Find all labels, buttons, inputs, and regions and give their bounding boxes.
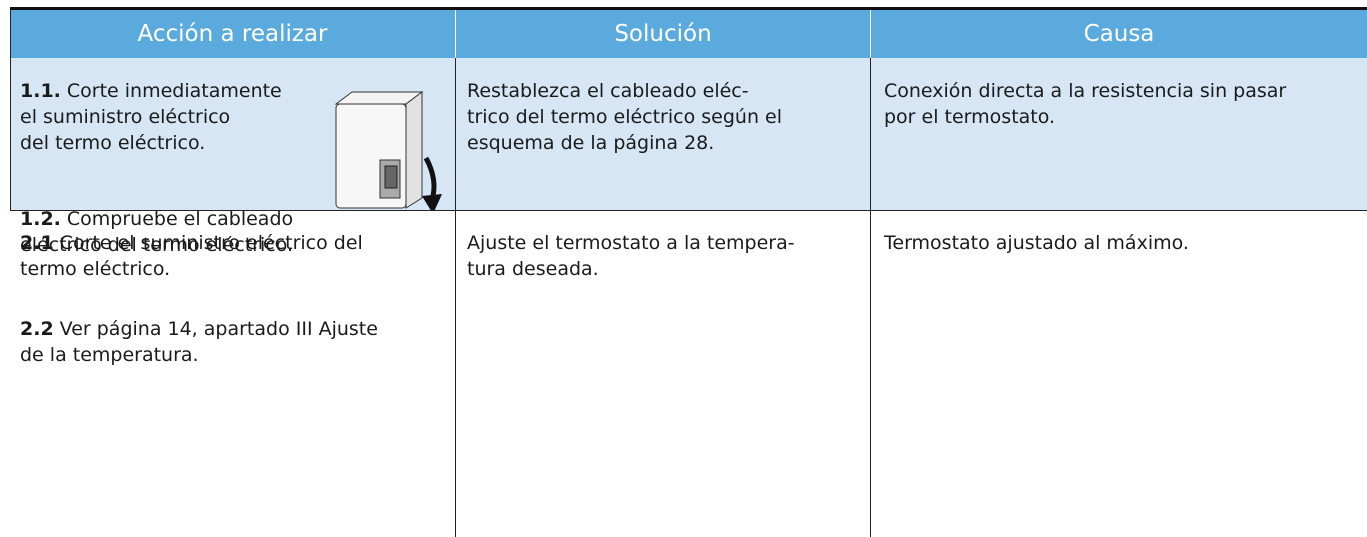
step-number: 1.1. (20, 80, 61, 102)
text-line: trico del termo eléctrico según el (467, 106, 783, 128)
step-text: Compruebe el cableado (66, 208, 294, 230)
heater-illustration (334, 91, 442, 210)
text-line: 2.2 Ver página 14, apartado III Ajuste (20, 316, 378, 342)
top-rule (10, 7, 1367, 10)
text-line: por el termostato. (884, 106, 1056, 128)
text-line: esquema de la página 28. (467, 132, 715, 154)
text-line: 2.1 Corte el suministro eléctrico del (20, 230, 378, 256)
solution-cell: Restablezca el cableado eléc-trico del t… (467, 78, 782, 156)
text-line: 1.2. Compruebe el cableado (20, 206, 340, 232)
text-line: Restablezca el cableado eléc- (467, 80, 749, 102)
action-cell: 1.1. Corte inmediatamente el suministro el… (20, 78, 340, 258)
action-item: 1.2. Compruebe el cableado eléctrico del t… (20, 206, 340, 258)
action-item: 2.2 Ver página 14, apartado III Ajuste de … (20, 316, 378, 368)
step-number: 2.1 (20, 232, 54, 254)
solution-cell: Ajuste el termostato a la tempera-tura d… (467, 230, 795, 282)
header-cell: Causa (871, 10, 1367, 58)
text-line: 1.1. Corte inmediatamente (20, 78, 340, 104)
text-line: Ajuste el termostato a la tempera- (467, 232, 795, 254)
text-line: termo eléctrico. (20, 256, 378, 282)
step-text: Ver página 14, apartado III Ajuste (59, 318, 378, 340)
text-line: Termostato ajustado al máximo. (884, 232, 1189, 254)
text-line: de la temperatura. (20, 342, 378, 368)
text-line: eléctrico del termo eléctrico. (20, 232, 340, 258)
col-rule (455, 58, 456, 537)
text-line: tura deseada. (467, 258, 599, 280)
step-text: de la temperatura. (20, 344, 199, 366)
cause-cell: Conexión directa a la resistencia sin pa… (884, 78, 1286, 130)
text-line: el suministro eléctrico (20, 104, 340, 130)
step-number: 2.2 (20, 318, 54, 340)
step-number: 1.2. (20, 208, 61, 230)
action-item: 1.1. Corte inmediatamente el suministro el… (20, 78, 340, 156)
col-rule (870, 58, 871, 537)
step-text: del termo eléctrico. (20, 132, 206, 154)
step-text: Corte inmediatamente (66, 80, 282, 102)
step-text: Corte el suministro eléctrico del (59, 232, 363, 254)
text-line: del termo eléctrico. (20, 130, 340, 156)
action-cell: 2.1 Corte el suministro eléctrico del term… (20, 230, 378, 368)
header-cell: Acción a realizar (10, 10, 455, 58)
step-text: eléctrico del termo eléctrico. (20, 234, 294, 256)
cause-cell: Termostato ajustado al máximo. (884, 230, 1189, 256)
step-text: el suministro eléctrico (20, 106, 231, 128)
header-divider (870, 10, 871, 58)
action-item: 2.1 Corte el suministro eléctrico del term… (20, 230, 378, 282)
col-rule (10, 10, 11, 210)
header-divider (455, 10, 456, 58)
text-line: Conexión directa a la resistencia sin pa… (884, 80, 1287, 102)
step-text: termo eléctrico. (20, 258, 171, 280)
row-bg (10, 58, 1367, 210)
row-rule (10, 210, 1367, 211)
header-cell: Solución (456, 10, 870, 58)
